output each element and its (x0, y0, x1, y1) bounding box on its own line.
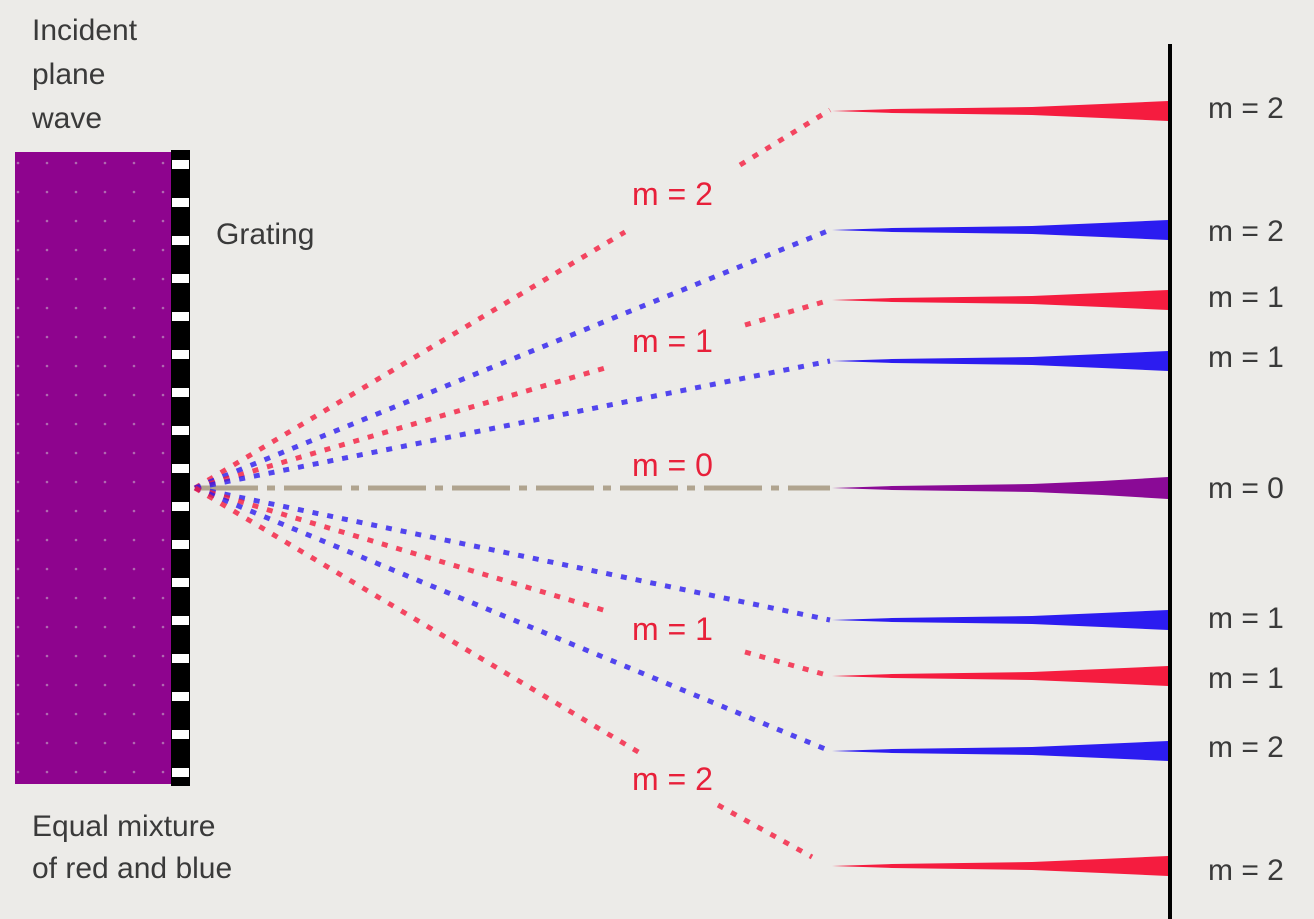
red-ray-segment (745, 300, 830, 325)
grating-slit (172, 350, 189, 359)
screen-label-4: m = 1 (1208, 341, 1284, 374)
grating-slit (172, 160, 189, 169)
grating-slit (172, 768, 189, 777)
grating-slit (172, 426, 189, 435)
red-ray-segment (195, 368, 605, 488)
red-ray-segment (740, 110, 830, 165)
intensity-peaks (832, 101, 1168, 876)
grating-slit (172, 274, 189, 283)
order-label-center-0: m = 0 (632, 447, 713, 483)
grating-slit (172, 236, 189, 245)
grating-slit (172, 654, 189, 663)
red-ray-segment (718, 805, 812, 857)
blue-ray-segment (195, 488, 830, 620)
intensity-peak-3 (832, 290, 1168, 310)
intensity-peak-9 (832, 856, 1168, 876)
order-label-lower-2: m = 2 (632, 761, 713, 797)
grating-slit (172, 540, 189, 549)
incident-label-line3: wave (31, 102, 102, 135)
intensity-peak-8 (832, 741, 1168, 761)
intensity-peak-4 (832, 351, 1168, 371)
blue-ray-segment (195, 361, 830, 488)
red-ray-segment (195, 488, 610, 612)
incident-wave-block (15, 152, 172, 784)
screen-label-1: m = 2 (1208, 92, 1284, 125)
intensity-peak-7 (832, 666, 1168, 686)
grating-slit (172, 616, 189, 625)
grating-slit (172, 730, 189, 739)
grating-slit (172, 578, 189, 587)
screen-label-5: m = 0 (1208, 472, 1284, 505)
grating-slit (172, 198, 189, 207)
mixture-label-line1: Equal mixture (32, 810, 215, 843)
red-ray-segment (745, 652, 830, 676)
grating-slit (172, 312, 189, 321)
red-ray-segment (195, 488, 640, 753)
intensity-peak-6 (832, 610, 1168, 630)
blue-ray-segment (195, 230, 830, 488)
screen-label-2: m = 2 (1208, 215, 1284, 248)
screen-label-7: m = 1 (1208, 662, 1284, 695)
grating-slit (172, 464, 189, 473)
incident-label-line1: Incident (32, 14, 138, 47)
screen-label-9: m = 2 (1208, 854, 1284, 887)
intensity-peak-5 (832, 477, 1168, 499)
intensity-peak-2 (832, 220, 1168, 240)
intensity-peak-1 (832, 101, 1168, 121)
order-label-upper-1: m = 1 (632, 323, 713, 359)
order-label-upper-2: m = 2 (632, 176, 713, 212)
blue-ray-segment (195, 488, 830, 751)
screen-label-3: m = 1 (1208, 281, 1284, 314)
grating-slit (172, 388, 189, 397)
incident-label-line2: plane (32, 58, 105, 91)
grating-slit (172, 692, 189, 701)
red-ray-segment (195, 232, 625, 488)
mixture-label-line2: of red and blue (32, 852, 232, 885)
order-label-lower-1: m = 1 (632, 611, 713, 647)
grating (171, 150, 190, 786)
screen-label-8: m = 2 (1208, 731, 1284, 764)
screen-label-6: m = 1 (1208, 602, 1284, 635)
grating-slit (172, 502, 189, 511)
grating-label: Grating (216, 218, 314, 251)
